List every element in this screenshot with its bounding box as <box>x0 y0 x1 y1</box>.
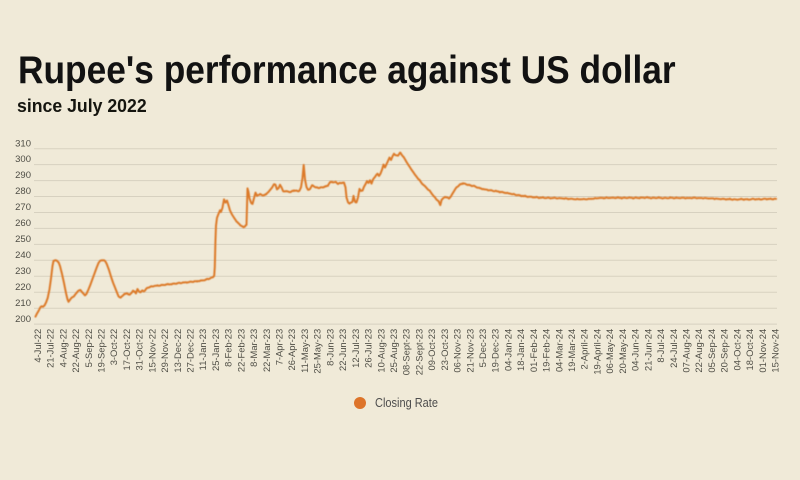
svg-text:08-Sept-23: 08-Sept-23 <box>401 329 412 375</box>
svg-text:01-Feb-24: 01-Feb-24 <box>528 329 539 372</box>
svg-text:27-Dec-22: 27-Dec-22 <box>185 329 196 373</box>
svg-text:15-Nov-22: 15-Nov-22 <box>146 329 157 373</box>
svg-text:22-Feb-23: 22-Feb-23 <box>235 329 246 372</box>
svg-text:4-Aug-22: 4-Aug-22 <box>57 329 68 368</box>
svg-text:270: 270 <box>15 202 31 213</box>
svg-text:10-Aug-23: 10-Aug-23 <box>375 329 386 373</box>
svg-text:4-Jul-22: 4-Jul-22 <box>32 329 43 363</box>
svg-text:290: 290 <box>15 170 31 181</box>
svg-text:26-Jul-23: 26-Jul-23 <box>363 329 374 368</box>
svg-text:31-Oct-22: 31-Oct-22 <box>134 329 145 371</box>
svg-text:19-Feb-24: 19-Feb-24 <box>541 329 552 372</box>
svg-text:04-Mar-24: 04-Mar-24 <box>553 329 564 372</box>
svg-text:17-Oct-22: 17-Oct-22 <box>121 329 132 371</box>
svg-text:300: 300 <box>15 154 31 165</box>
svg-text:04-Jun-24: 04-Jun-24 <box>630 329 641 371</box>
svg-text:240: 240 <box>15 250 31 261</box>
svg-text:23-Oct-23: 23-Oct-23 <box>439 329 450 371</box>
svg-text:280: 280 <box>15 186 31 197</box>
svg-text:22-Aug-22: 22-Aug-22 <box>70 329 81 373</box>
svg-text:22-Aug-24: 22-Aug-24 <box>693 329 704 373</box>
svg-text:25-Aug-23: 25-Aug-23 <box>388 329 399 373</box>
svg-text:19-April-24: 19-April-24 <box>591 329 602 375</box>
svg-text:19-Dec-23: 19-Dec-23 <box>490 329 501 373</box>
svg-text:8-Jul-24: 8-Jul-24 <box>655 329 666 363</box>
svg-text:25-May-23: 25-May-23 <box>312 329 323 374</box>
svg-text:20-Sep-24: 20-Sep-24 <box>719 329 730 373</box>
svg-text:5-Sep-22: 5-Sep-22 <box>83 329 94 368</box>
svg-text:05-Sep-24: 05-Sep-24 <box>706 329 717 373</box>
svg-text:25-Jan-23: 25-Jan-23 <box>210 329 221 371</box>
svg-text:19-Mar-24: 19-Mar-24 <box>566 329 577 372</box>
svg-text:21-Jun-24: 21-Jun-24 <box>642 329 653 371</box>
svg-text:06-Nov-23: 06-Nov-23 <box>452 329 463 373</box>
svg-text:5-Dec-23: 5-Dec-23 <box>477 329 488 368</box>
svg-text:230: 230 <box>15 266 31 277</box>
svg-text:24-Jul-24: 24-Jul-24 <box>668 329 679 368</box>
svg-text:07-Aug-24: 07-Aug-24 <box>681 329 692 373</box>
svg-text:04-Oct-24: 04-Oct-24 <box>731 329 742 371</box>
svg-text:250: 250 <box>15 234 31 245</box>
svg-text:29-Nov-22: 29-Nov-22 <box>159 329 170 373</box>
svg-text:210: 210 <box>15 298 31 309</box>
svg-text:260: 260 <box>15 218 31 229</box>
svg-text:3-Oct-22: 3-Oct-22 <box>108 329 119 365</box>
svg-text:22-Mar-23: 22-Mar-23 <box>261 329 272 372</box>
svg-text:18-Jan-24: 18-Jan-24 <box>515 329 526 371</box>
svg-text:8-Feb-23: 8-Feb-23 <box>223 329 234 367</box>
svg-text:11-Jan-23: 11-Jan-23 <box>197 329 208 371</box>
svg-text:13-Dec-22: 13-Dec-22 <box>172 329 183 373</box>
svg-text:18-Oct-24: 18-Oct-24 <box>744 329 755 371</box>
svg-text:22-Jun-23: 22-Jun-23 <box>337 329 348 371</box>
svg-text:01-Nov-24: 01-Nov-24 <box>757 329 768 373</box>
svg-text:21-Jul-22: 21-Jul-22 <box>45 329 56 368</box>
svg-text:04-Jan-24: 04-Jan-24 <box>502 329 513 371</box>
svg-text:220: 220 <box>15 282 31 293</box>
svg-text:06-May-24: 06-May-24 <box>604 329 615 374</box>
svg-text:21-Nov-23: 21-Nov-23 <box>464 329 475 373</box>
svg-text:8-Jun-23: 8-Jun-23 <box>324 329 335 366</box>
svg-text:22-Sept-23: 22-Sept-23 <box>413 329 424 375</box>
svg-text:200: 200 <box>15 314 31 325</box>
svg-text:7-Apr-23: 7-Apr-23 <box>274 329 285 365</box>
svg-text:26-Apr-23: 26-Apr-23 <box>286 329 297 371</box>
svg-text:310: 310 <box>15 138 31 149</box>
svg-text:15-Nov-24: 15-Nov-24 <box>770 329 781 373</box>
svg-text:09-Oct-23: 09-Oct-23 <box>426 329 437 371</box>
svg-text:12-Jul-23: 12-Jul-23 <box>350 329 361 368</box>
svg-text:20-May-24: 20-May-24 <box>617 329 628 374</box>
svg-text:8-Mar-23: 8-Mar-23 <box>248 329 259 367</box>
svg-text:2-April-24: 2-April-24 <box>579 329 590 370</box>
svg-text:11-May-23: 11-May-23 <box>299 329 310 373</box>
svg-text:19-Sep-22: 19-Sep-22 <box>96 329 107 373</box>
